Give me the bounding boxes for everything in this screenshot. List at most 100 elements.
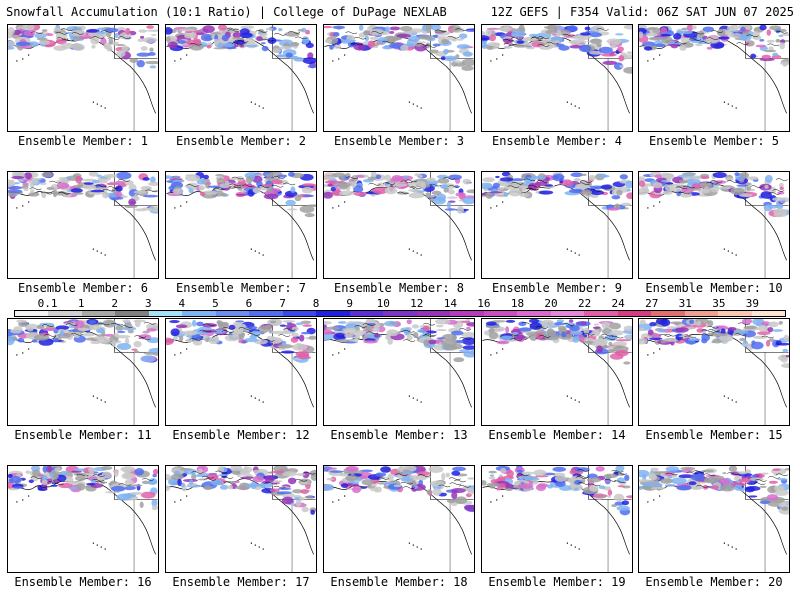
snowfall-shading bbox=[57, 332, 71, 339]
snowfall-shading bbox=[626, 189, 631, 192]
snowfall-shading bbox=[642, 482, 652, 487]
snowfall-shading bbox=[760, 191, 772, 199]
snowfall-shading bbox=[617, 46, 624, 52]
snowfall-shading bbox=[448, 174, 462, 180]
contour-line bbox=[768, 192, 781, 195]
snowfall-shading bbox=[389, 26, 401, 31]
snowfall-shading bbox=[272, 48, 282, 54]
snowfall-map bbox=[482, 25, 632, 131]
snowfall-map bbox=[8, 25, 158, 131]
snowfall-shading bbox=[779, 186, 784, 191]
snowfall-shading bbox=[349, 481, 360, 484]
snowfall-shading bbox=[660, 33, 672, 37]
island-dot bbox=[570, 250, 572, 252]
snowfall-shading bbox=[177, 478, 182, 487]
snowfall-shading bbox=[775, 340, 782, 346]
snowfall-shading bbox=[170, 328, 180, 337]
contour-line bbox=[448, 477, 461, 480]
snowfall-shading bbox=[609, 329, 624, 336]
snowfall-shading bbox=[351, 182, 356, 188]
snowfall-shading bbox=[626, 51, 632, 55]
snowfall-shading bbox=[42, 466, 48, 473]
snowfall-shading bbox=[668, 183, 681, 187]
contour-line bbox=[761, 335, 774, 339]
contour-line bbox=[577, 482, 590, 485]
snowfall-shading bbox=[267, 37, 277, 44]
snowfall-shading bbox=[206, 44, 212, 49]
contour-line bbox=[708, 329, 721, 332]
island-dot bbox=[578, 107, 580, 109]
island-dot bbox=[659, 201, 661, 203]
ensemble-member-label: Ensemble Member: 15 bbox=[645, 428, 783, 442]
contour-line bbox=[134, 335, 147, 338]
snowfall-shading bbox=[386, 35, 400, 42]
contour-line bbox=[510, 37, 523, 40]
island-dot bbox=[727, 544, 729, 546]
snowfall-shading bbox=[202, 190, 218, 195]
snowfall-shading bbox=[689, 484, 704, 490]
snowfall-shading bbox=[140, 46, 148, 51]
snowfall-shading bbox=[574, 479, 582, 485]
contour-line bbox=[60, 28, 73, 31]
snowfall-shading bbox=[570, 172, 583, 178]
snowfall-shading bbox=[514, 183, 521, 190]
snowfall-shading bbox=[82, 332, 95, 337]
snowfall-shading bbox=[441, 333, 458, 341]
snowfall-shading bbox=[615, 349, 629, 357]
snowfall-shading bbox=[227, 182, 236, 185]
colorbar-tick-label: 7 bbox=[279, 297, 286, 310]
island-dot bbox=[731, 252, 733, 254]
snowfall-shading bbox=[298, 478, 312, 486]
snowfall-shading bbox=[666, 326, 678, 330]
snowfall-shading bbox=[574, 467, 590, 472]
snowfall-shading bbox=[740, 26, 746, 32]
snowfall-shading bbox=[129, 491, 143, 495]
snowfall-shading bbox=[271, 330, 286, 335]
snowfall-shading bbox=[23, 187, 29, 192]
snowfall-shading bbox=[551, 33, 559, 36]
snowfall-shading bbox=[661, 36, 673, 44]
snowfall-shading bbox=[719, 484, 735, 492]
island-dot bbox=[723, 248, 725, 250]
snowfall-shading bbox=[529, 322, 542, 330]
ensemble-member-label: Ensemble Member: 2 bbox=[175, 134, 307, 148]
ensemble-member-label: Ensemble Member: 11 bbox=[14, 428, 152, 442]
snowfall-shading bbox=[613, 493, 625, 502]
snowfall-shading bbox=[142, 177, 150, 181]
contour-line bbox=[417, 474, 430, 477]
contour-line bbox=[536, 180, 549, 183]
snowfall-shading bbox=[142, 330, 150, 334]
contour-line bbox=[531, 36, 544, 39]
island-dot bbox=[574, 105, 576, 107]
island-dot bbox=[723, 101, 725, 103]
snowfall-shading bbox=[681, 27, 689, 31]
snowfall-shading bbox=[750, 341, 764, 350]
contour-line bbox=[382, 40, 395, 44]
snowfall-shading bbox=[615, 466, 625, 472]
snowfall-shading bbox=[456, 44, 471, 50]
snowfall-shading bbox=[22, 182, 29, 186]
snowfall-shading bbox=[665, 466, 679, 472]
contour-line bbox=[107, 37, 120, 40]
snowfall-shading bbox=[685, 178, 701, 185]
island-dot bbox=[416, 252, 418, 254]
contour-line bbox=[775, 473, 789, 476]
island-dot bbox=[22, 205, 24, 207]
island-dot bbox=[22, 352, 24, 354]
snowfall-shading bbox=[178, 28, 194, 32]
snowfall-shading bbox=[150, 176, 156, 184]
snowfall-shading bbox=[36, 31, 50, 35]
ensemble-member-label: Ensemble Member: 14 bbox=[488, 428, 626, 442]
snowfall-shading bbox=[112, 323, 121, 326]
snowfall-shading bbox=[331, 190, 343, 196]
contour-line bbox=[502, 38, 515, 42]
snowfall-shading bbox=[530, 176, 547, 180]
contour-line bbox=[706, 181, 719, 185]
island-dot bbox=[659, 348, 661, 350]
island-dot bbox=[100, 399, 102, 401]
snowfall-shading bbox=[149, 65, 157, 69]
snowfall-shading bbox=[324, 25, 333, 29]
snowfall-shading bbox=[623, 361, 631, 365]
island-dot bbox=[496, 352, 498, 354]
snowfall-shading bbox=[589, 50, 604, 55]
